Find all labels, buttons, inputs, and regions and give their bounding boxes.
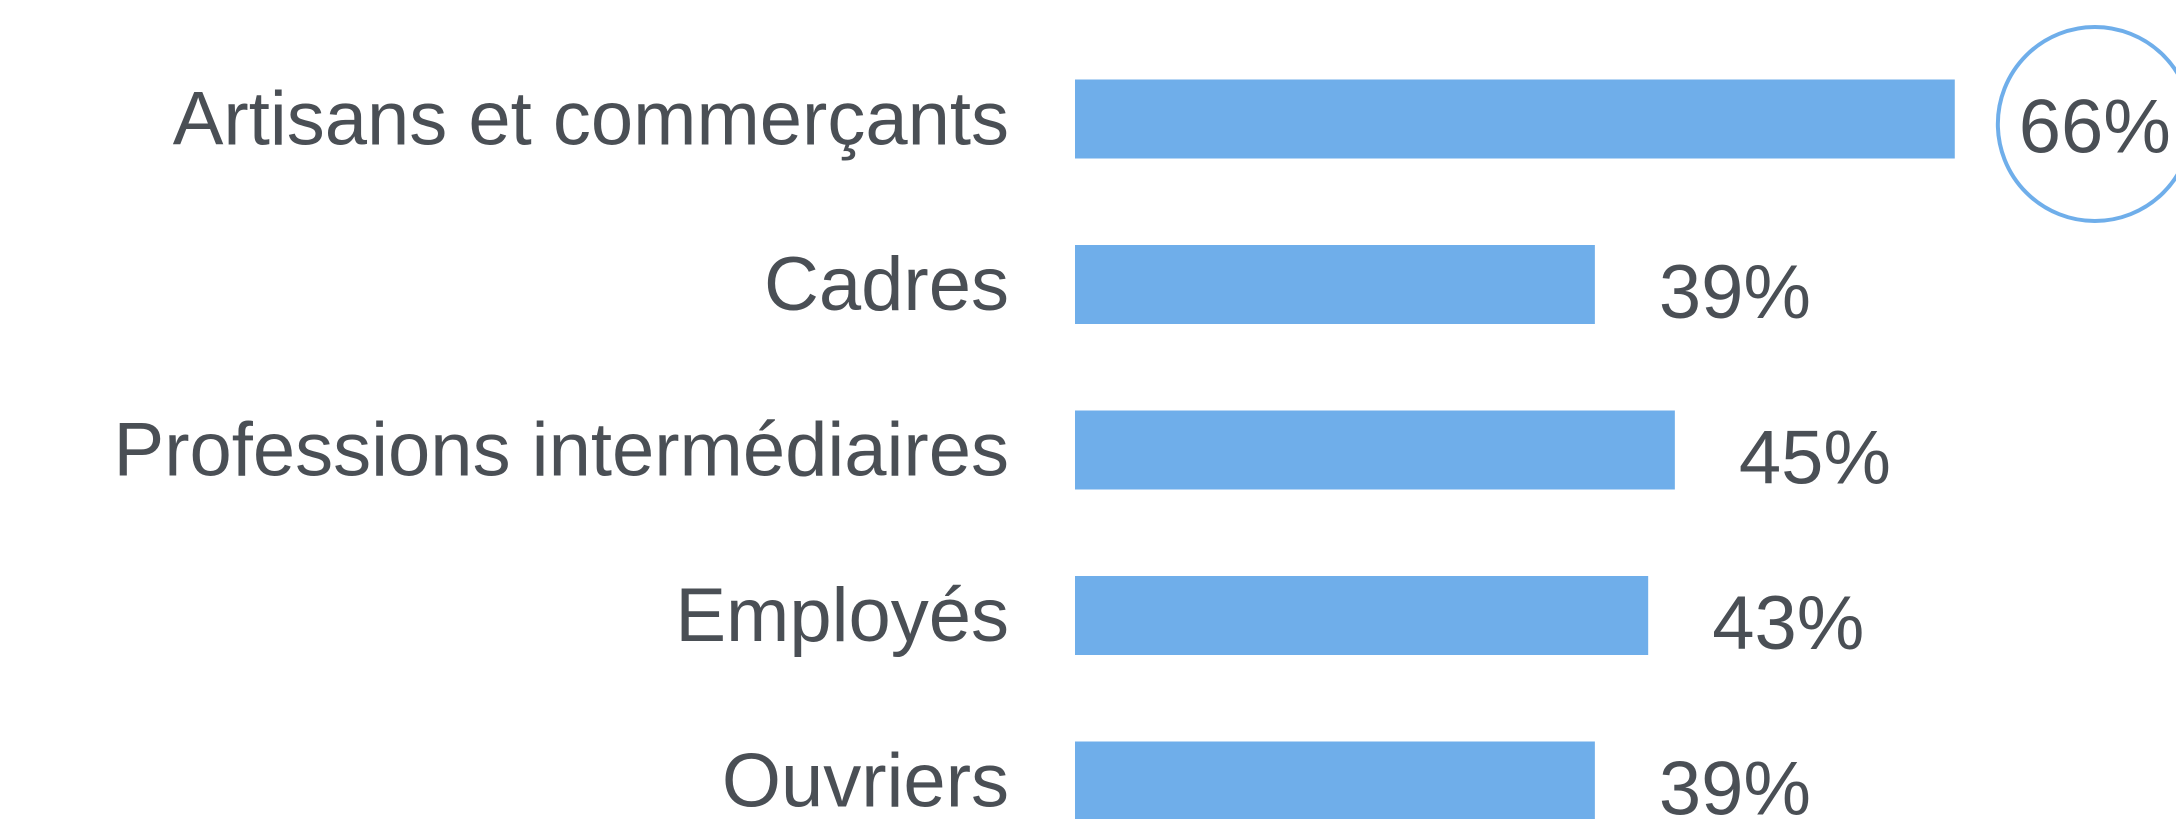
value-label: 39% bbox=[1659, 250, 1811, 335]
category-label: Employés bbox=[675, 573, 1009, 658]
value-label: 66% bbox=[2019, 85, 2171, 170]
value-label: 43% bbox=[1712, 581, 1864, 666]
bar bbox=[1075, 576, 1649, 655]
category-label: Artisans et commerçants bbox=[173, 77, 1009, 162]
bar bbox=[1075, 410, 1675, 490]
bar bbox=[1075, 79, 1955, 159]
bar bbox=[1075, 741, 1595, 819]
category-label: Professions intermédiaires bbox=[114, 408, 1010, 493]
category-label: Cadres bbox=[764, 242, 1009, 327]
bar bbox=[1075, 245, 1595, 324]
category-label: Ouvriers bbox=[722, 739, 1009, 819]
highlight-circle bbox=[1995, 25, 2176, 223]
value-label: 39% bbox=[1659, 747, 1811, 819]
value-label: 45% bbox=[1739, 416, 1891, 501]
